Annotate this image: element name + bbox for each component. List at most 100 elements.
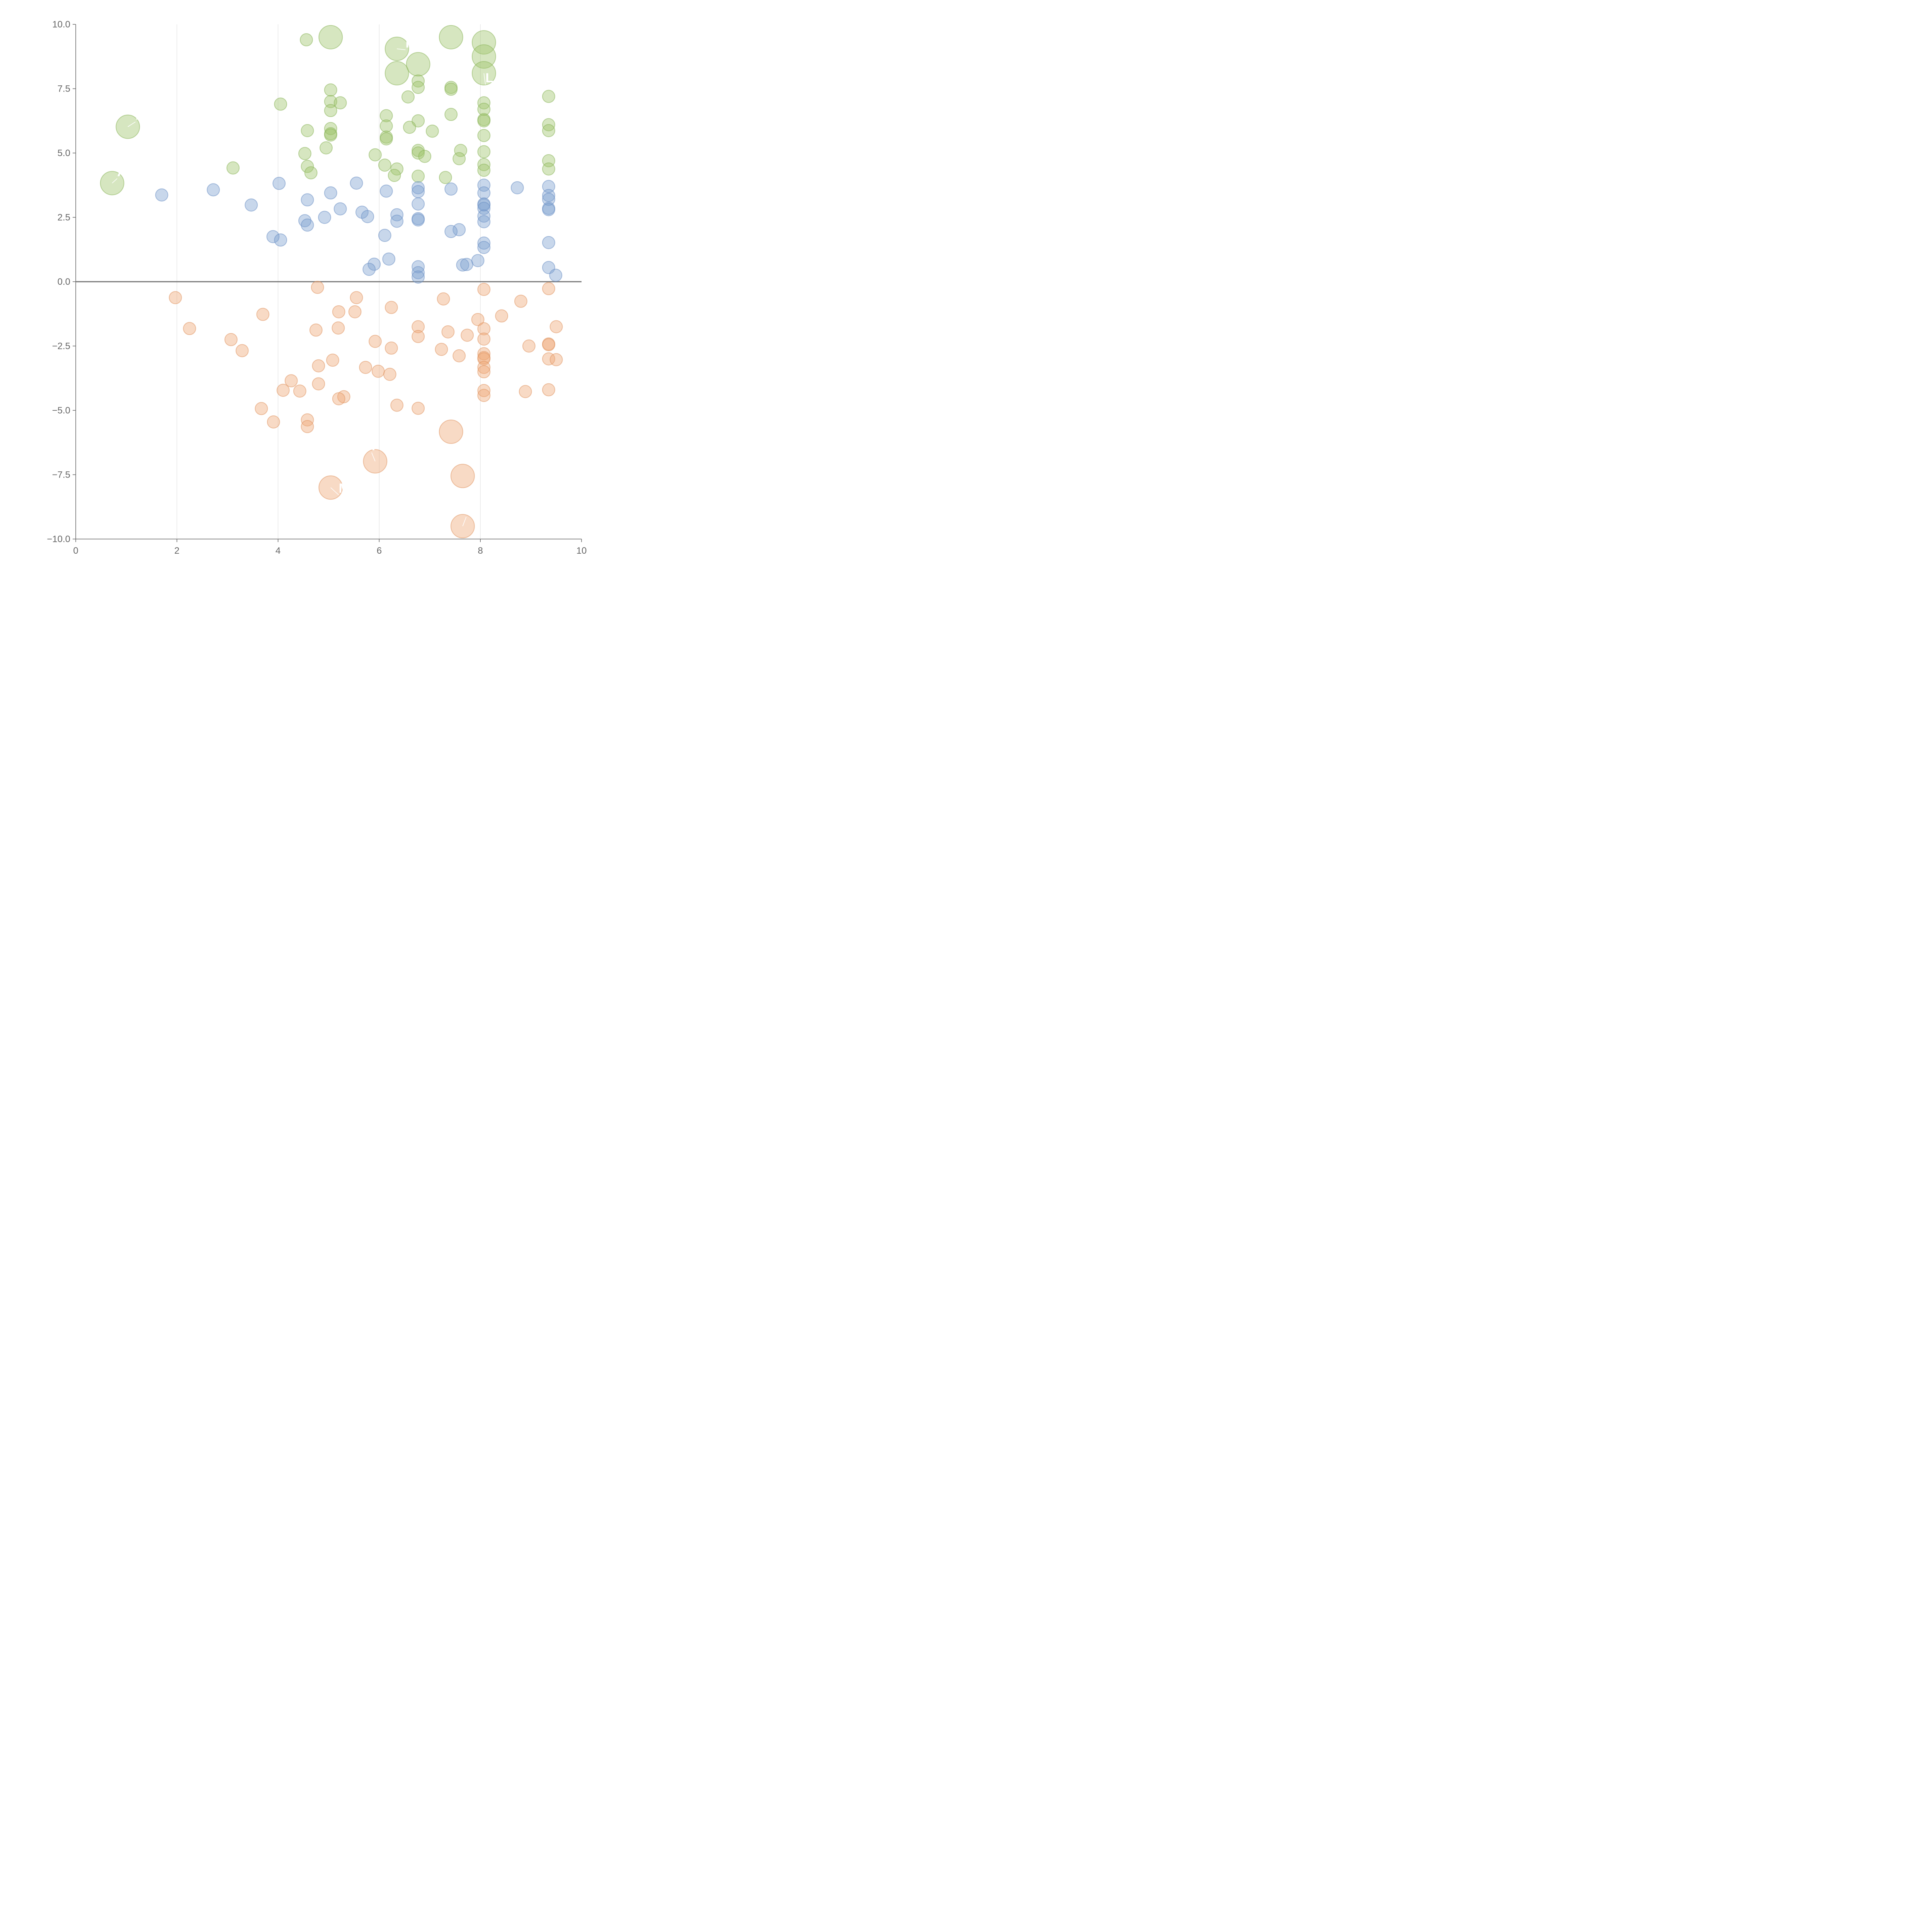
bubble-orange[interactable] — [542, 282, 555, 295]
bubble-green[interactable] — [378, 158, 391, 172]
bubble-green[interactable] — [477, 129, 491, 142]
bubble-green[interactable] — [379, 132, 393, 146]
bubble-orange[interactable] — [326, 354, 339, 367]
bubble-green[interactable] — [274, 97, 287, 111]
bubble-green[interactable] — [477, 114, 491, 128]
bubble-orange[interactable] — [350, 291, 363, 304]
bubble-orange[interactable] — [471, 313, 485, 326]
bubble-blue[interactable] — [549, 269, 563, 282]
bubble-blue[interactable] — [542, 180, 555, 193]
bubble-orange[interactable] — [384, 301, 398, 314]
bubble-blue[interactable] — [477, 241, 491, 254]
bubble-green-large[interactable] — [384, 36, 409, 61]
bubble-green[interactable] — [403, 121, 416, 134]
bubble-blue[interactable] — [350, 176, 363, 190]
bubble-green[interactable] — [439, 171, 452, 184]
bubble-green[interactable] — [412, 169, 425, 183]
bubble-orange-large[interactable] — [450, 464, 475, 488]
bubble-green[interactable] — [542, 124, 555, 138]
bubble-orange[interactable] — [348, 305, 362, 318]
bubble-green-large[interactable] — [406, 52, 430, 77]
bubble-blue[interactable] — [477, 186, 491, 200]
bubble-blue[interactable] — [301, 193, 314, 207]
bubble-blue[interactable] — [477, 215, 491, 228]
bubble-green[interactable] — [320, 141, 333, 155]
bubble-orange[interactable] — [301, 413, 314, 427]
bubble-orange[interactable] — [332, 321, 345, 335]
bubble-orange[interactable] — [412, 330, 425, 343]
bubble-orange[interactable] — [519, 385, 532, 398]
bubble-orange[interactable] — [312, 377, 325, 391]
bubble-green[interactable] — [299, 33, 313, 46]
bubble-green[interactable] — [412, 146, 425, 160]
bubble-green-large[interactable] — [471, 44, 496, 69]
bubble-orange[interactable] — [224, 333, 238, 346]
bubble-blue[interactable] — [301, 218, 314, 232]
bubble-green[interactable] — [425, 124, 439, 138]
bubble-blue[interactable] — [412, 181, 425, 194]
bubble-green[interactable] — [368, 148, 382, 162]
bubble-blue[interactable] — [333, 202, 347, 216]
bubble-green[interactable] — [324, 95, 337, 108]
bubble-orange[interactable] — [542, 338, 555, 352]
bubble-blue[interactable] — [542, 236, 555, 249]
bubble-green[interactable] — [304, 166, 318, 180]
bubble-orange[interactable] — [359, 361, 372, 374]
bubble-green[interactable] — [324, 83, 337, 97]
bubble-green-large[interactable] — [384, 61, 409, 85]
bubble-orange[interactable] — [255, 402, 268, 415]
bubble-green[interactable] — [477, 158, 491, 171]
bubble-orange[interactable] — [477, 283, 491, 296]
bubble-orange[interactable] — [477, 389, 491, 402]
bubble-orange[interactable] — [437, 292, 450, 306]
bubble-orange[interactable] — [293, 384, 306, 398]
bubble-green[interactable] — [454, 144, 468, 157]
bubble-orange[interactable] — [522, 339, 536, 353]
bubble-blue[interactable] — [444, 182, 458, 196]
bubble-blue[interactable] — [245, 198, 258, 212]
bubble-green[interactable] — [301, 160, 314, 173]
bubble-blue[interactable] — [542, 203, 555, 216]
bubble-green[interactable] — [542, 162, 555, 176]
bubble-orange[interactable] — [284, 374, 298, 388]
bubble-blue[interactable] — [378, 229, 391, 242]
bubble-green[interactable] — [477, 102, 491, 116]
bubble-orange[interactable] — [235, 344, 249, 357]
bubble-orange[interactable] — [332, 392, 345, 405]
bubble-green-large[interactable] — [439, 25, 463, 49]
bubble-blue[interactable] — [412, 270, 425, 284]
bubble-orange[interactable] — [309, 323, 323, 337]
bubble-orange[interactable] — [477, 365, 491, 379]
bubble-green[interactable] — [379, 109, 393, 122]
bubble-blue[interactable] — [390, 214, 404, 228]
bubble-orange[interactable] — [549, 320, 563, 333]
bubble-blue[interactable] — [362, 263, 376, 276]
bubble-green[interactable] — [226, 161, 240, 175]
bubble-orange[interactable] — [168, 291, 182, 304]
bubble-blue[interactable] — [412, 197, 425, 211]
bubble-blue[interactable] — [367, 257, 381, 271]
bubble-green[interactable] — [477, 145, 491, 158]
bubble-orange[interactable] — [384, 341, 398, 355]
bubble-blue[interactable] — [542, 189, 555, 202]
bubble-blue[interactable] — [412, 213, 425, 227]
bubble-blue[interactable] — [361, 210, 374, 223]
bubble-orange[interactable] — [183, 322, 196, 335]
bubble-green[interactable] — [444, 108, 458, 121]
bubble-blue[interactable] — [477, 236, 491, 250]
bubble-orange[interactable] — [256, 308, 270, 321]
bubble-blue[interactable] — [412, 266, 425, 279]
bubble-green[interactable] — [324, 128, 337, 142]
bubble-green[interactable] — [401, 90, 415, 104]
bubble-orange[interactable] — [477, 347, 491, 361]
bubble-green[interactable] — [379, 119, 393, 133]
bubble-blue[interactable] — [477, 198, 491, 212]
bubble-green[interactable] — [418, 150, 432, 163]
bubble-green[interactable] — [477, 163, 491, 177]
bubble-orange[interactable] — [412, 320, 425, 333]
bubble-orange[interactable] — [452, 349, 466, 362]
bubble-blue[interactable] — [477, 179, 491, 192]
bubble-blue[interactable] — [207, 183, 220, 197]
bubble-blue[interactable] — [542, 192, 555, 206]
bubble-blue[interactable] — [510, 181, 524, 194]
